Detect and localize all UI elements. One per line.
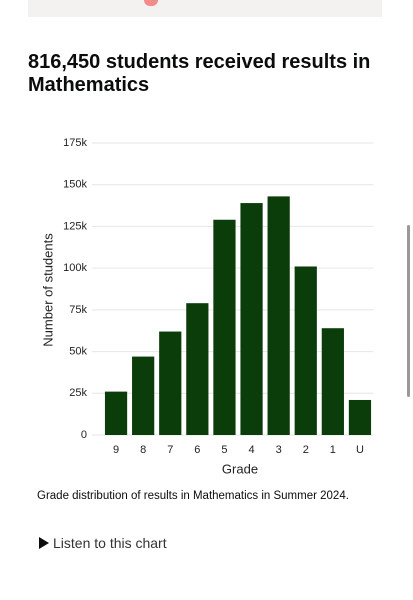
x-tick-label: 5 [221, 444, 227, 456]
bar [213, 219, 236, 435]
x-tick-label: 6 [194, 444, 200, 456]
chart: Grade Number of students 0 25k 50k 75k 100k 1… [40, 137, 374, 476]
bar [348, 399, 372, 435]
scrollbar [407, 225, 410, 397]
play-icon [39, 537, 49, 549]
y-tick-label: 25k [69, 387, 87, 399]
listen-text[interactable]: Listen to this chart [53, 535, 167, 551]
bar [321, 328, 344, 435]
bar [267, 196, 290, 435]
bar [132, 356, 155, 435]
y-tick-label: 175k [63, 137, 87, 149]
bar [104, 391, 128, 435]
y-tick-label: 150k [63, 179, 87, 191]
y-tick-label: 100k [63, 262, 87, 274]
x-tick-label: 7 [167, 444, 173, 456]
x-axis-label: Grade [222, 461, 258, 476]
x-tick-label: 3 [276, 444, 282, 456]
bar [240, 203, 263, 435]
y-tick-label: 125k [63, 220, 87, 232]
x-tick-label: 8 [140, 444, 146, 456]
y-axis-label: Number of students [40, 233, 55, 347]
bar [186, 303, 209, 435]
chart-title: 816,450 students received results in Mat… [28, 51, 371, 96]
y-tick-label: 75k [69, 304, 87, 316]
bar [159, 331, 182, 435]
caption: Grade distribution of results in Mathema… [37, 490, 349, 502]
x-tick-label: U [356, 444, 364, 456]
bar [294, 266, 317, 435]
y-tick-label: 0 [81, 429, 87, 441]
x-tick-label: 2 [303, 444, 309, 456]
top-panel [28, 0, 382, 17]
x-tick-label: 1 [330, 444, 336, 456]
x-tick-label: 4 [248, 444, 254, 456]
x-tick-label: 9 [113, 444, 119, 456]
listen-button[interactable]: Listen to this chart [38, 535, 167, 551]
y-tick-label: 50k [69, 345, 87, 357]
